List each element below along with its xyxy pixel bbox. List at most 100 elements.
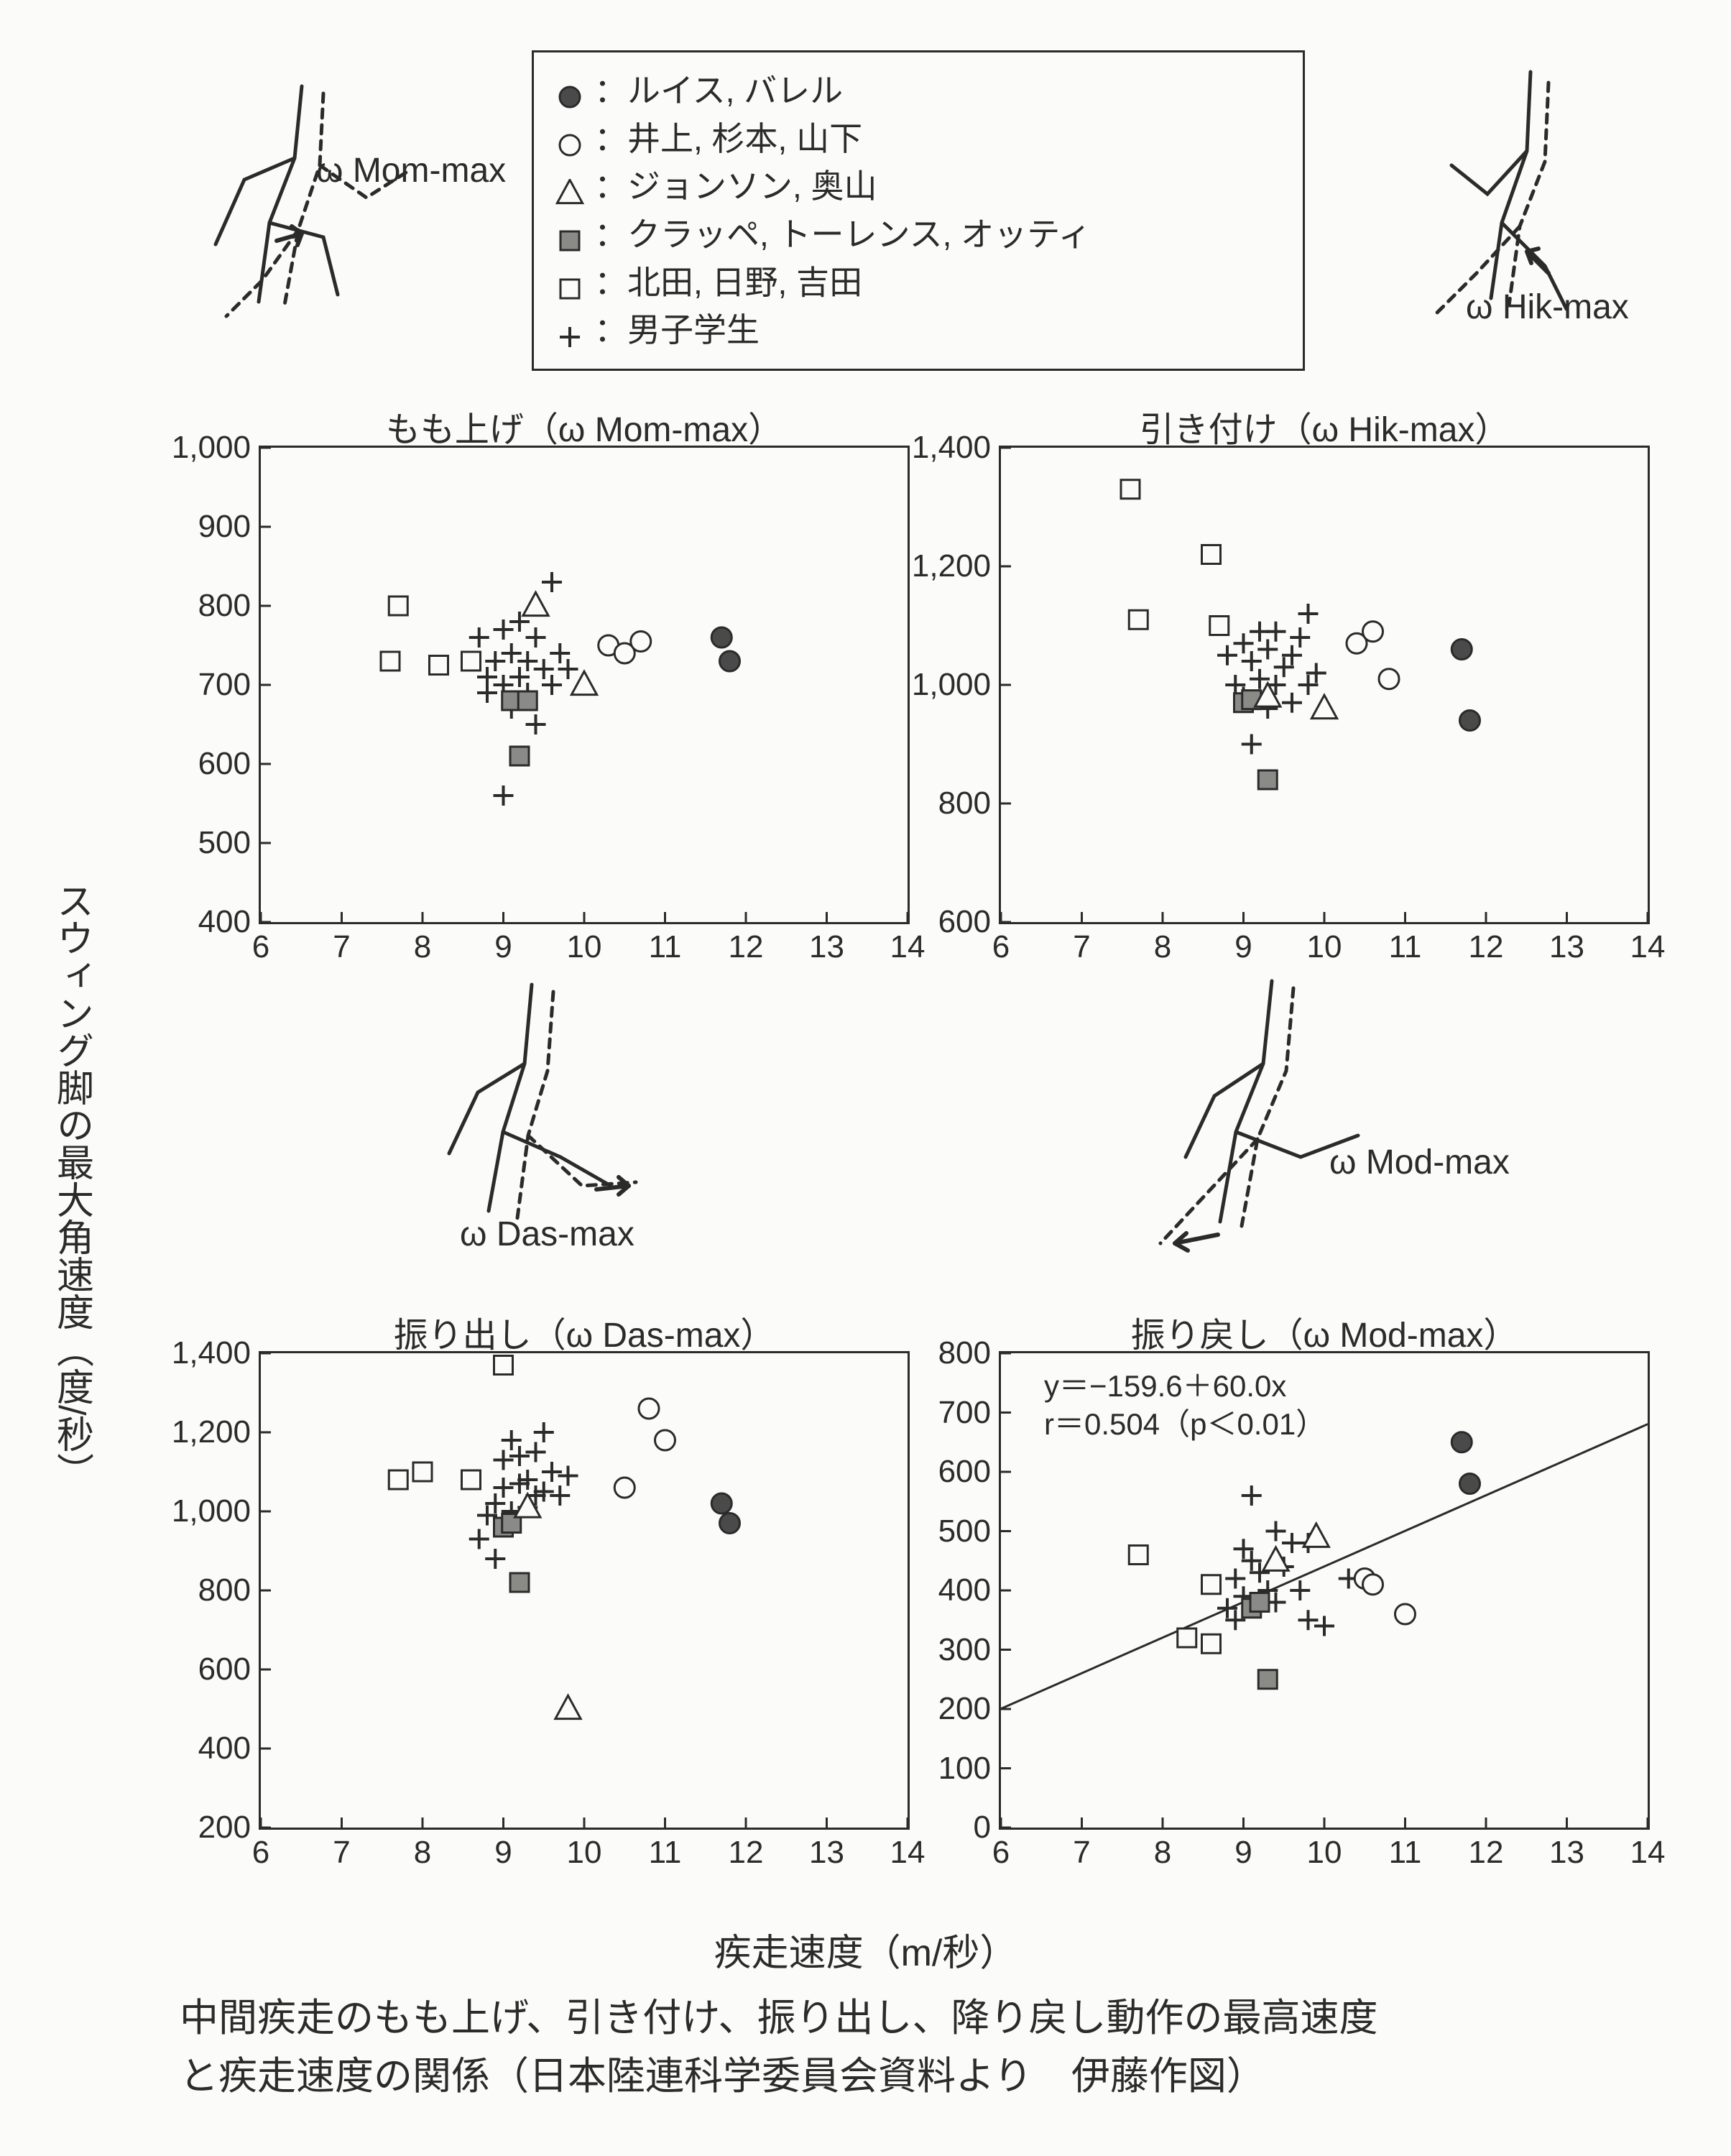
y-tick-label: 500 <box>938 1514 1001 1549</box>
x-tick-label: 11 <box>649 922 682 965</box>
x-tick-label: 8 <box>414 1828 431 1871</box>
y-tick-label: 1,000 <box>172 430 261 466</box>
legend-item: ：男子学生 <box>555 306 1281 354</box>
x-axis-label: 疾走速度（m/秒） <box>0 1922 1731 1976</box>
legend-box: ：ルイス, バレル：井上, 杉本, 山下：ジョンソン, 奥山：クラッペ, トーレ… <box>532 50 1305 371</box>
x-tick-label: 10 <box>567 922 602 965</box>
y-tick-label: 1,400 <box>172 1335 261 1371</box>
y-tick-label: 1,000 <box>912 667 1001 703</box>
open-triangle-icon <box>555 172 584 201</box>
x-tick-label: 12 <box>1469 922 1504 965</box>
x-tick-label: 13 <box>1549 922 1584 965</box>
x-tick-label: 7 <box>333 1828 350 1871</box>
plus-icon <box>555 316 584 345</box>
y-tick-label: 1,400 <box>912 430 1001 466</box>
y-tick-label: 800 <box>938 786 1001 821</box>
x-tick-label: 6 <box>992 922 1010 965</box>
stick-figure-mom: ω Mom-max <box>151 57 453 334</box>
y-tick-label: 700 <box>938 1395 1001 1431</box>
figure-caption: 中間疾走のもも上げ、引き付け、振り出し、降り戻し動作の最高速度 と疾走速度の関係… <box>180 1989 1616 2106</box>
legend-label: ：ルイス, バレル <box>594 67 843 115</box>
y-tick-label: 700 <box>198 667 261 703</box>
x-tick-label: 10 <box>567 1828 602 1871</box>
y-tick-label: 600 <box>198 1651 261 1687</box>
open-circle-icon <box>555 124 584 153</box>
legend-label: ：ジョンソン, 奥山 <box>594 162 877 211</box>
x-tick-label: 8 <box>1154 922 1171 965</box>
stick-figure-mod: ω Mod-max <box>1085 970 1459 1261</box>
legend-label: ：北田, 日野, 吉田 <box>594 259 862 307</box>
y-tick-label: 600 <box>938 1454 1001 1490</box>
top-row: ω Mom-max ：ルイス, バレル：井上, 杉本, 山下：ジョンソン, 奥山… <box>129 50 1645 352</box>
x-tick-label: 10 <box>1307 922 1342 965</box>
x-tick-label: 13 <box>809 1828 844 1871</box>
scatter-panel-das: 振り出し（ω Das-max）2004006008001,0001,2001,4… <box>259 1351 910 1830</box>
x-tick-label: 11 <box>1389 922 1422 965</box>
scatter-plot-svg <box>261 448 908 922</box>
legend-item: ：北田, 日野, 吉田 <box>555 259 1281 307</box>
y-tick-label: 800 <box>198 588 261 624</box>
x-tick-label: 14 <box>890 922 925 965</box>
x-tick-label: 13 <box>1549 1828 1584 1871</box>
x-tick-label: 12 <box>729 1828 764 1871</box>
x-tick-label: 9 <box>494 1828 512 1871</box>
legend-label: ：クラッペ, トーレンス, オッティ <box>594 211 1091 259</box>
caption-line-2: と疾走速度の関係（日本陸連科学委員会資料より 伊藤作図） <box>180 2047 1616 2106</box>
y-tick-label: 300 <box>938 1632 1001 1668</box>
x-tick-label: 8 <box>414 922 431 965</box>
legend-item: ：井上, 杉本, 山下 <box>555 115 1281 163</box>
x-tick-label: 11 <box>1389 1828 1422 1871</box>
x-tick-label: 12 <box>729 922 764 965</box>
y-tick-label: 500 <box>198 825 261 861</box>
y-tick-label: 800 <box>198 1572 261 1608</box>
y-tick-label: 600 <box>198 746 261 782</box>
x-tick-label: 9 <box>1234 1828 1252 1871</box>
x-tick-label: 9 <box>1234 922 1252 965</box>
x-tick-label: 6 <box>252 1828 269 1871</box>
fig-label-mom: ω Mom-max <box>316 151 506 190</box>
stick-figure-hik: ω Hik-max <box>1365 57 1638 334</box>
fig-label-hik: ω Hik-max <box>1466 287 1629 327</box>
y-tick-label: 400 <box>938 1572 1001 1608</box>
y-tick-label: 200 <box>938 1691 1001 1727</box>
y-tick-label: 1,000 <box>172 1493 261 1529</box>
scatter-plot-svg <box>1001 448 1648 922</box>
x-tick-label: 9 <box>494 922 512 965</box>
panel-title: 振り出し（ω Das-max） <box>261 1307 908 1357</box>
x-tick-label: 11 <box>649 1828 682 1871</box>
y-tick-label: 800 <box>938 1335 1001 1371</box>
legend-label: ：男子学生 <box>594 306 760 354</box>
x-tick-label: 14 <box>1630 922 1666 965</box>
page: { "colors": { "fg": "#2b2b2b", "bg": "#f… <box>0 0 1731 2156</box>
panel-title: 振り戻し（ω Mod-max） <box>1001 1307 1648 1357</box>
y-tick-label: 100 <box>938 1751 1001 1787</box>
x-tick-label: 14 <box>890 1828 925 1871</box>
legend-item: ：ルイス, バレル <box>555 67 1281 115</box>
panel-title: 引き付け（ω Hik-max） <box>1001 401 1648 451</box>
scatter-panel-hik: 引き付け（ω Hik-max）6008001,0001,2001,4006789… <box>999 446 1650 924</box>
legend-item: ：ジョンソン, 奥山 <box>555 162 1281 211</box>
x-tick-label: 10 <box>1307 1828 1342 1871</box>
scatter-plot-svg <box>261 1353 908 1828</box>
y-tick-label: 400 <box>198 1731 261 1766</box>
filled-square-icon <box>555 220 584 249</box>
x-tick-label: 13 <box>809 922 844 965</box>
y-axis-label: スウィング脚の最大角速度（度/秒） <box>43 503 101 1869</box>
scatter-panel-mom: もも上げ（ω Mom-max）4005006007008009001,00067… <box>259 446 910 924</box>
y-tick-label: 1,200 <box>172 1414 261 1450</box>
x-tick-label: 6 <box>992 1828 1010 1871</box>
x-tick-label: 7 <box>1073 1828 1090 1871</box>
stick-figure-das: ω Das-max <box>381 970 697 1247</box>
regression-annotation: y＝−159.6＋60.0xr＝0.504（p＜0.01） <box>1044 1368 1326 1443</box>
x-tick-label: 14 <box>1630 1828 1666 1871</box>
panel-title: もも上げ（ω Mom-max） <box>261 401 908 451</box>
y-tick-label: 900 <box>198 509 261 545</box>
x-tick-label: 6 <box>252 922 269 965</box>
filled-circle-icon <box>555 76 584 105</box>
x-tick-label: 7 <box>333 922 350 965</box>
x-tick-label: 8 <box>1154 1828 1171 1871</box>
fig-label-mod: ω Mod-max <box>1329 1143 1510 1182</box>
legend-label: ：井上, 杉本, 山下 <box>594 115 862 163</box>
x-tick-label: 7 <box>1073 922 1090 965</box>
x-tick-label: 12 <box>1469 1828 1504 1871</box>
